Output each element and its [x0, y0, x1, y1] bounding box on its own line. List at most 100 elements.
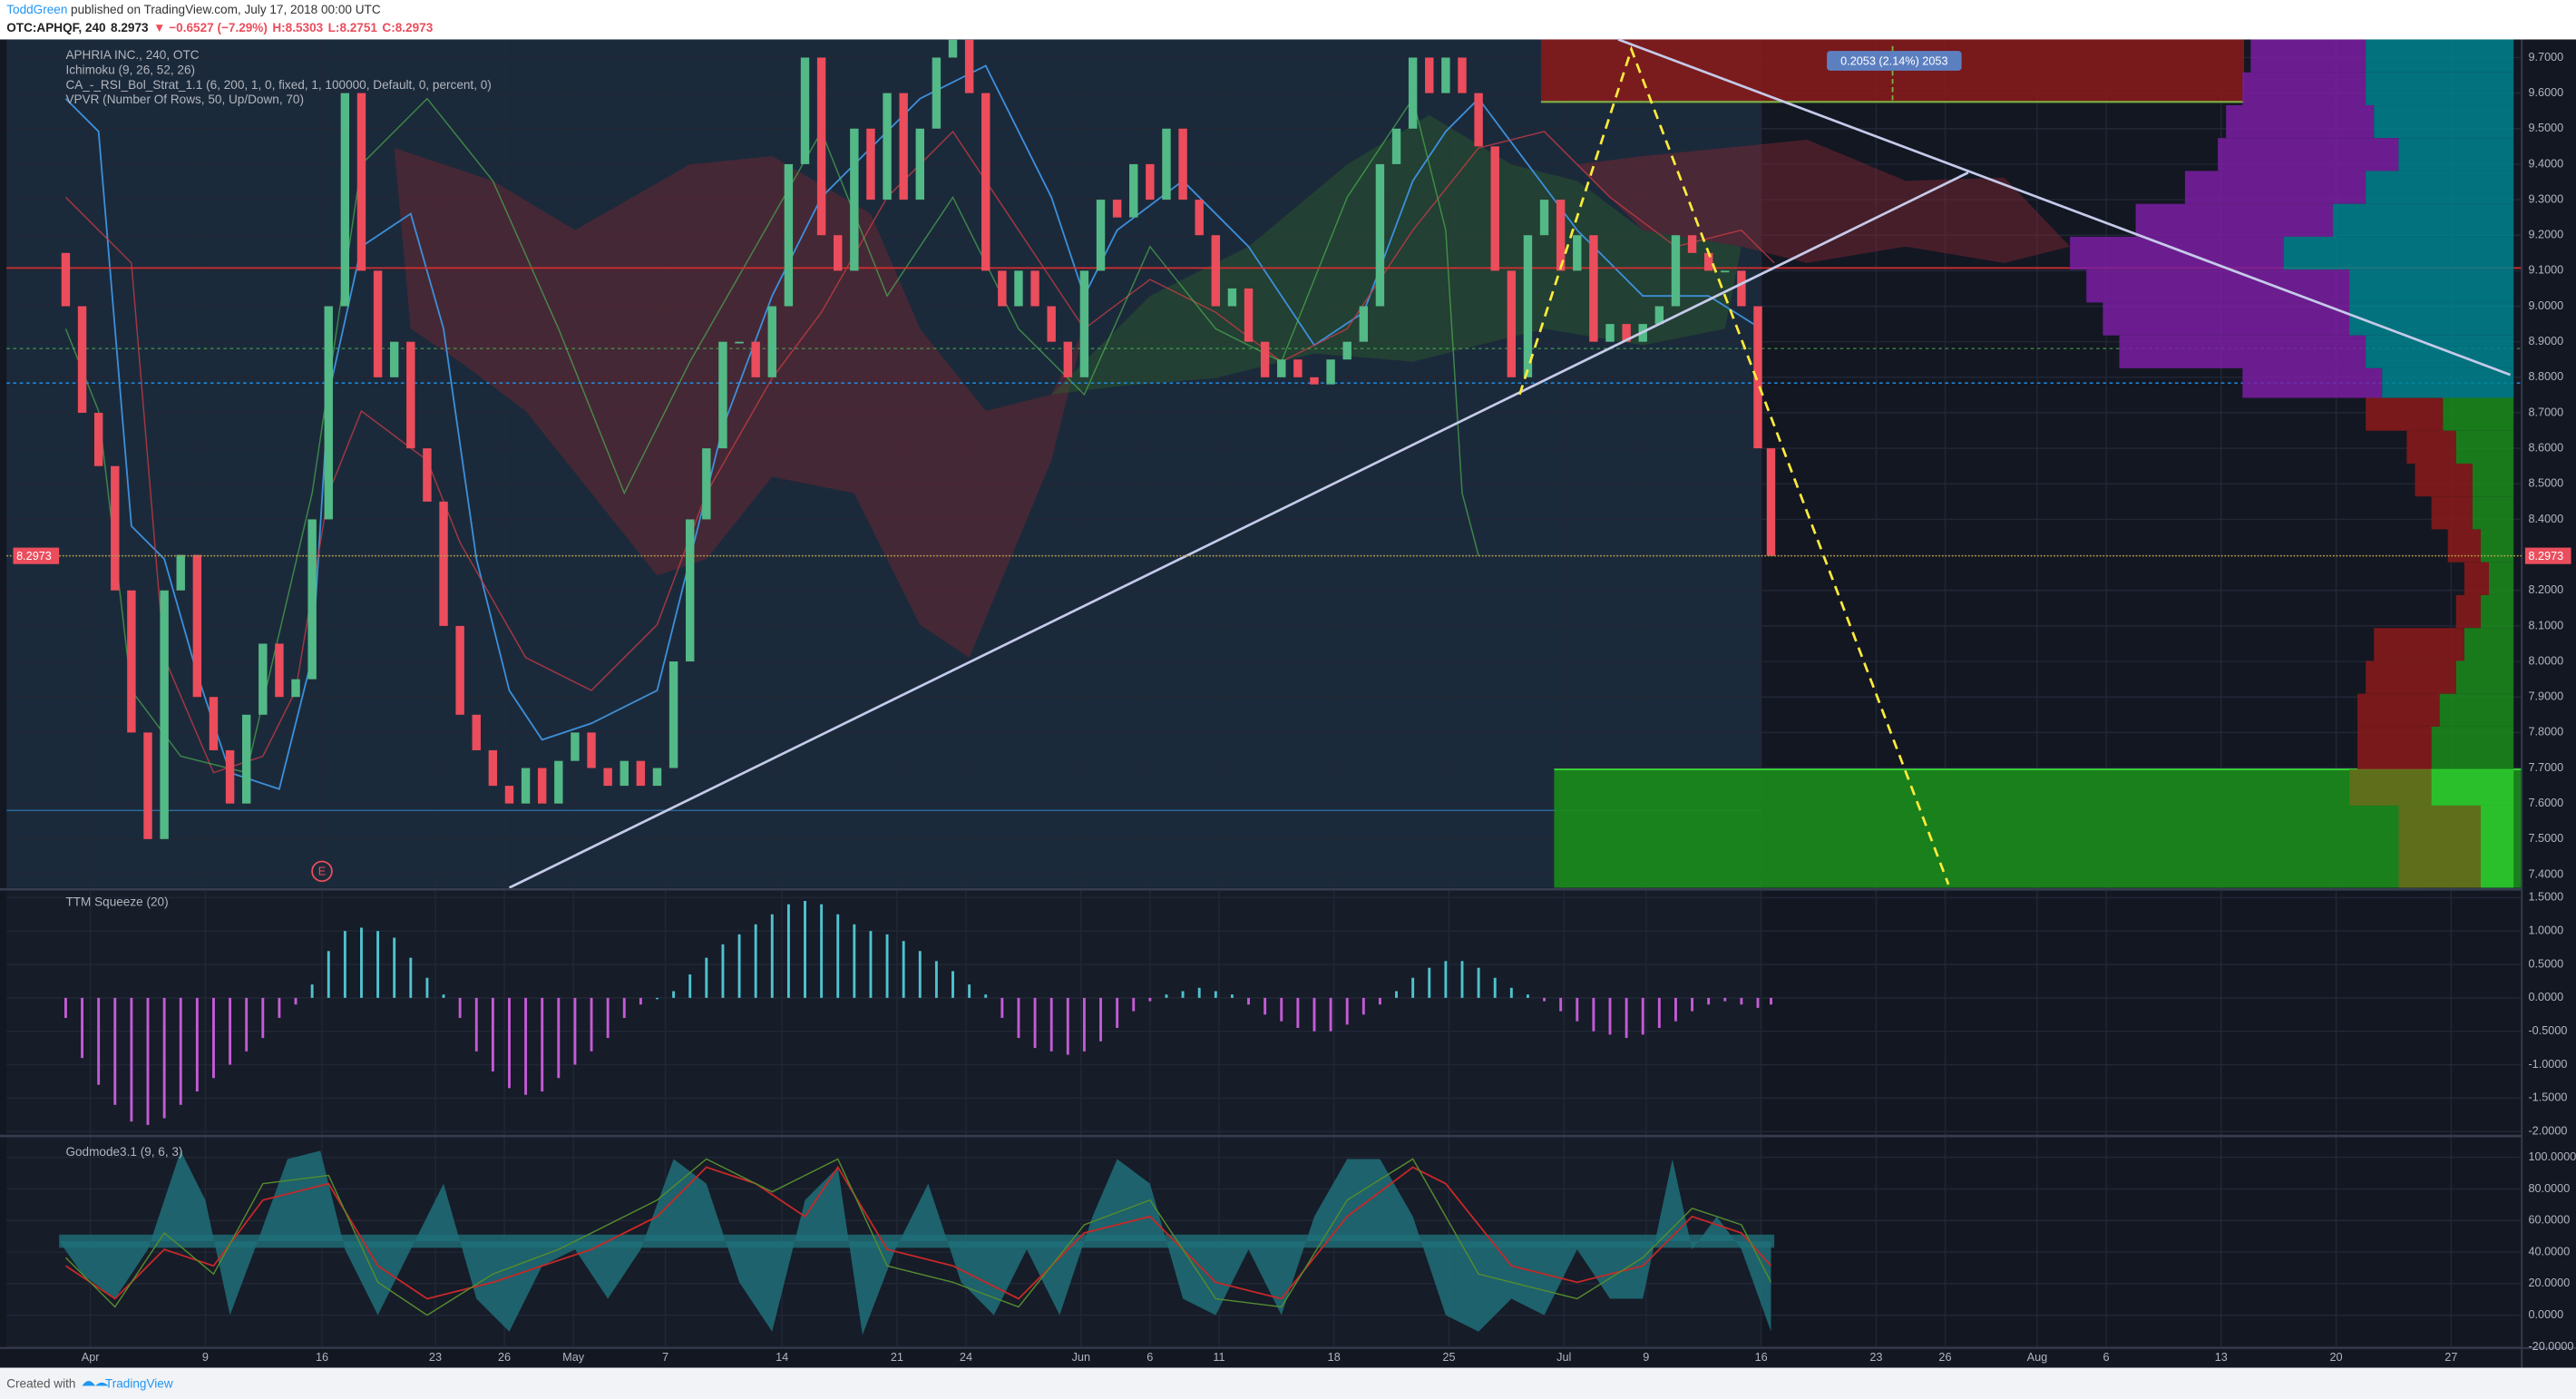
ttm-bar — [1576, 997, 1579, 1022]
candle-body — [1129, 163, 1138, 218]
candle-body — [373, 270, 383, 377]
trendline — [508, 171, 1969, 889]
candle-body — [1654, 306, 1664, 325]
y-tick-label: 1.5000 — [2528, 891, 2563, 904]
ttm-bar — [81, 997, 84, 1059]
candle-body — [225, 749, 235, 804]
ttm-bar — [754, 924, 757, 998]
y-tick-label: -20.0000 — [2528, 1340, 2573, 1353]
ttm-bar — [786, 904, 790, 998]
candle-body — [1178, 128, 1187, 201]
ttm-bar — [541, 997, 544, 1092]
ttm-bar — [278, 997, 281, 1018]
candle-body — [1589, 235, 1598, 342]
ttm-bar — [1197, 987, 1201, 998]
ttm-bar — [770, 914, 774, 998]
ttm-bar — [934, 961, 938, 998]
price-tag — [2524, 547, 2571, 564]
y-tick-label: 0.5000 — [2528, 957, 2563, 970]
ttm-bar — [557, 997, 561, 1079]
high: H:8.5303 — [272, 20, 323, 34]
candle-body — [1539, 200, 1549, 236]
ttm-bar — [1049, 997, 1053, 1052]
ttm-bar — [343, 931, 346, 998]
ttm-pane — [64, 901, 1772, 1125]
x-tick-label: 14 — [776, 1351, 788, 1364]
candle-body — [176, 554, 185, 591]
candle-body — [1753, 306, 1762, 449]
x-tick-label: 18 — [1328, 1351, 1341, 1364]
candle-body — [93, 412, 103, 466]
candle-body — [1326, 359, 1335, 385]
earnings-marker[interactable] — [311, 860, 333, 883]
ttm-bar — [130, 997, 133, 1122]
ttm-bar — [212, 997, 215, 1079]
ttm-bar — [721, 944, 725, 998]
x-tick-label: Jul — [1556, 1351, 1571, 1364]
candle-body — [537, 768, 547, 804]
ttm-bar — [113, 997, 117, 1105]
legend-strategy: CA_-_RSI_Bol_Strat_1.1 (6, 200, 1, 0, fi… — [65, 78, 491, 92]
ttm-bar — [918, 951, 922, 998]
y-tick-label: 8.4000 — [2528, 513, 2563, 525]
ttm-bar — [1657, 997, 1661, 1029]
ttm-bar — [1509, 987, 1513, 998]
author[interactable]: ToddGreen — [6, 2, 67, 15]
y-tick-label: 8.2000 — [2528, 583, 2563, 596]
candle-body — [652, 768, 662, 787]
legend-ichimoku: Ichimoku (9, 26, 52, 26) — [65, 64, 195, 77]
ttm-bar — [1230, 994, 1234, 998]
candle-body — [883, 93, 892, 201]
ttm-bar — [573, 997, 577, 1065]
legend-vpvr: VPVR (Number Of Rows, 50, Up/Down, 70) — [65, 93, 304, 106]
candle-body — [1375, 163, 1385, 307]
y-tick-label: 9.7000 — [2528, 51, 2563, 64]
candle-body — [340, 93, 350, 307]
ttm-bar — [639, 997, 642, 1005]
ttm-bar — [327, 951, 330, 998]
candle-body — [1490, 146, 1499, 271]
footer-brand[interactable]: TradingView — [105, 1376, 173, 1390]
candle-body — [1687, 235, 1697, 253]
symbol: OTC:APHQF, 240 — [6, 20, 105, 34]
header-bg — [0, 0, 2576, 40]
x-tick-label: 23 — [1869, 1351, 1882, 1364]
y-tick-label: 7.9000 — [2528, 690, 2563, 703]
ttm-bar — [820, 904, 824, 998]
ttm-bar — [1099, 997, 1102, 1042]
x-tick-label: May — [562, 1351, 585, 1364]
ttm-bar — [1707, 997, 1711, 1005]
y-tick-label: 8.1000 — [2528, 619, 2563, 631]
ttm-bar — [146, 997, 150, 1125]
candle-body — [767, 306, 776, 377]
ttm-bar — [1082, 997, 1086, 1052]
ttm-bar — [1592, 997, 1595, 1032]
ttm-bar — [869, 931, 873, 998]
candle-body — [439, 501, 448, 626]
candle-body — [1211, 235, 1221, 307]
y-tick-label: 8.5000 — [2528, 477, 2563, 490]
candle-body — [356, 93, 366, 271]
y-tick-label: 7.7000 — [2528, 761, 2563, 774]
low: L:8.2751 — [328, 20, 378, 34]
ttm-bar — [1674, 997, 1677, 1022]
candle-body — [472, 714, 481, 750]
ttm-bar — [474, 997, 478, 1052]
ttm-bar — [1740, 997, 1743, 1005]
candle-body — [686, 519, 695, 662]
candle-body — [571, 732, 580, 761]
candle-body — [981, 93, 990, 271]
change: ▼ −0.6527 (−7.29%) — [153, 20, 268, 34]
y-tick-label: 9.2000 — [2528, 229, 2563, 241]
x-tick-label: 6 — [2103, 1351, 2109, 1364]
candles — [61, 39, 1776, 839]
candle-body — [1737, 270, 1746, 307]
y-tick-label: 8.9000 — [2528, 335, 2563, 347]
candle-body — [209, 697, 219, 750]
ttm-bar — [590, 997, 593, 1052]
candle-body — [1474, 93, 1483, 147]
ttm-bar — [737, 934, 741, 998]
ttm-bar — [409, 957, 413, 998]
